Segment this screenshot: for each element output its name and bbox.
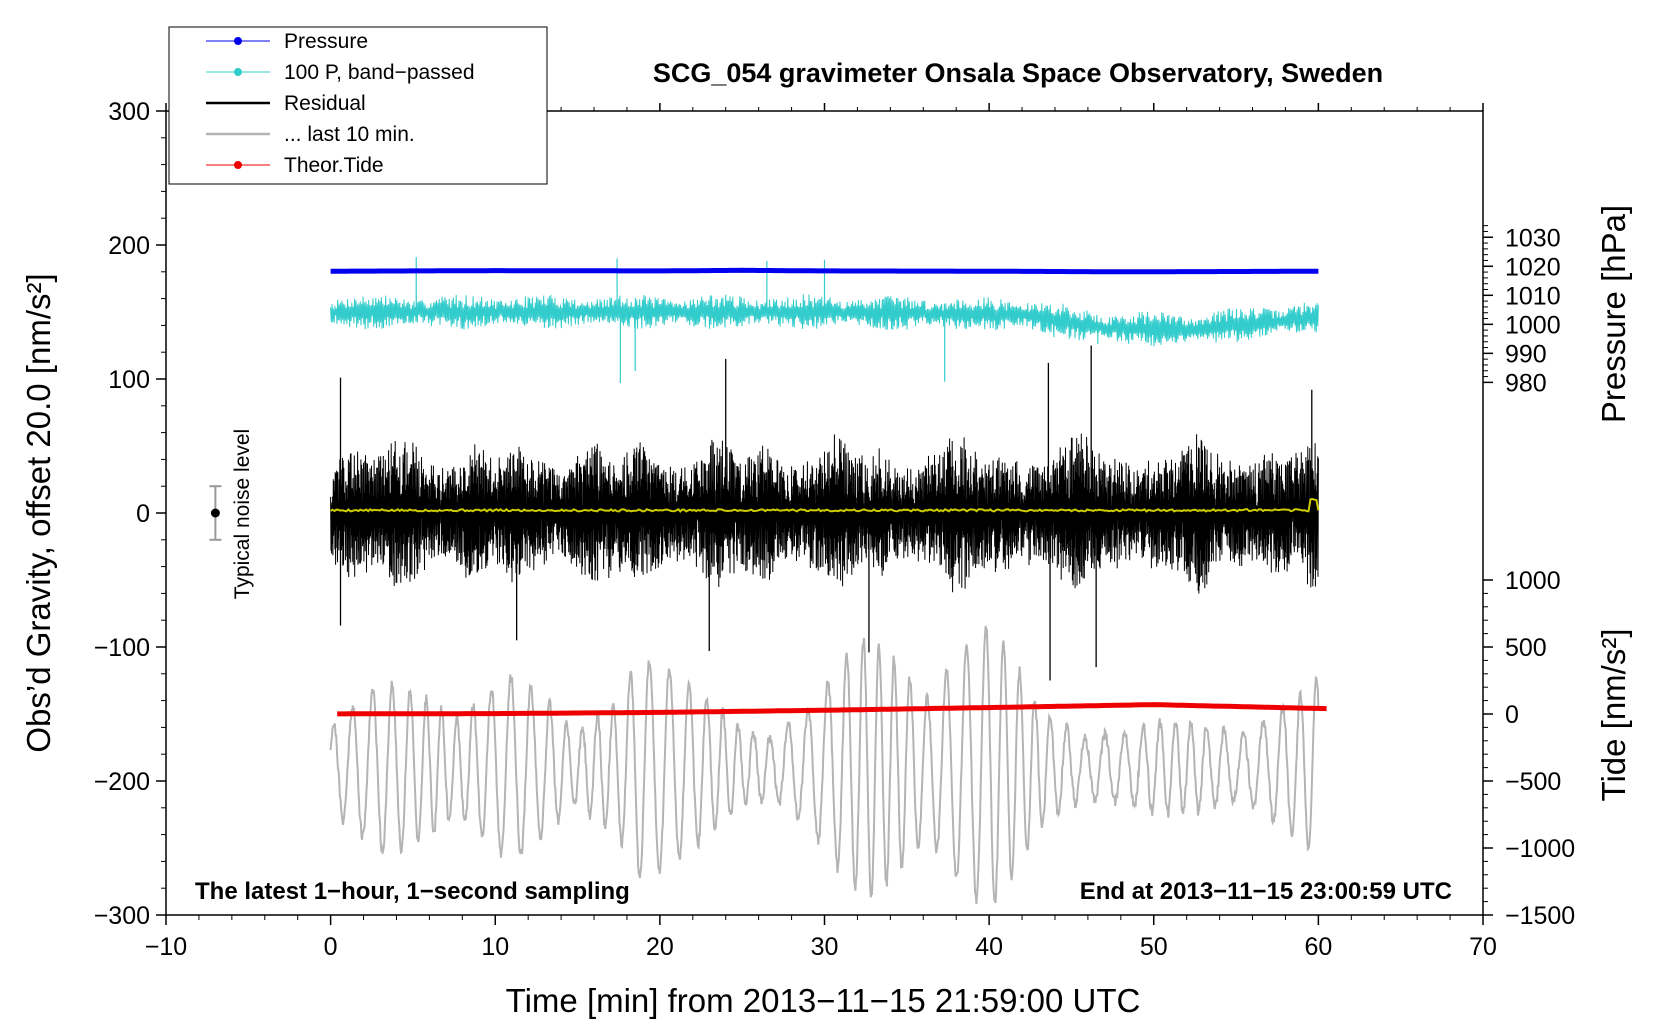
legend-label: Pressure [284, 30, 368, 53]
pressure-tick-label: 1000 [1505, 311, 1561, 339]
sampling-note: The latest 1−hour, 1−second sampling [195, 878, 630, 905]
legend-swatch-marker [234, 68, 242, 76]
legend-label: ... last 10 min. [284, 123, 415, 146]
series-last-10-min [329, 625, 1320, 904]
y-tick-label: 300 [108, 98, 150, 126]
legend-label: Residual [284, 92, 366, 115]
y-axis-title-pressure: Pressure [hPa] [1595, 205, 1632, 423]
tide-tick-label: −500 [1505, 768, 1561, 796]
x-axis-title: Time [min] from 2013−11−15 21:59:00 UTC [506, 982, 1141, 1019]
noise-bar-center-dot [210, 508, 220, 518]
y-axis-left: −300 −200 −100 0 100 200 300 [94, 98, 166, 930]
tide-tick-label: 1000 [1505, 567, 1561, 595]
x-tick-label: 40 [975, 933, 1003, 961]
tide-tick-label: −1000 [1505, 835, 1575, 863]
y-axis-tide: −1500 −1000 −500 0 500 1000 [1483, 567, 1575, 930]
y-tick-label: 100 [108, 366, 150, 394]
noise-level-bar [209, 485, 222, 541]
x-axis: −10 0 10 20 30 40 50 60 70 [145, 103, 1497, 961]
y-axis-title-tide: Tide [nm/s²] [1595, 629, 1632, 802]
tide-tick-label: −1500 [1505, 902, 1575, 930]
series-yellow-trace [330, 497, 1320, 513]
pressure-tick-label: 990 [1505, 340, 1547, 368]
noise-level-label: Typical noise level [231, 429, 254, 599]
y-tick-label: −300 [94, 902, 150, 930]
tide-tick-label: 0 [1505, 701, 1519, 729]
x-tick-label: 60 [1304, 933, 1332, 961]
legend-swatch-marker [234, 161, 242, 169]
x-tick-label: 0 [324, 933, 338, 961]
series-layer [329, 257, 1327, 904]
y-tick-label: −200 [94, 768, 150, 796]
x-tick-label: 50 [1140, 933, 1168, 961]
chart-title: SCG_054 gravimeter Onsala Space Observat… [653, 58, 1383, 88]
legend: Pressure 100 P, band−passed Residual ... la… [168, 26, 548, 185]
legend-label: 100 P, band−passed [284, 61, 475, 84]
x-tick-label: 70 [1469, 933, 1497, 961]
tide-tick-label: 500 [1505, 634, 1547, 662]
y-axis-title-left: Obs’d Gravity, offset 20.0 [nm/s²] [20, 273, 57, 752]
pressure-tick-label: 1030 [1505, 224, 1561, 252]
series-pressure [330, 267, 1319, 275]
y-tick-label: −100 [94, 634, 150, 662]
y-tick-label: 200 [108, 232, 150, 260]
pressure-tick-label: 1010 [1505, 282, 1561, 310]
series-residual [330, 433, 1319, 594]
pressure-tick-label: 1020 [1505, 253, 1561, 281]
legend-swatch-marker [234, 37, 242, 45]
x-tick-label: −10 [145, 933, 187, 961]
y-tick-label: 0 [136, 500, 150, 528]
legend-label: Theor.Tide [284, 154, 384, 177]
series-theor-tide [337, 702, 1327, 717]
x-tick-label: 30 [811, 933, 839, 961]
end-time-note: End at 2013−11−15 23:00:59 UTC [1080, 878, 1452, 905]
pressure-tick-label: 980 [1505, 369, 1547, 397]
legend-box [168, 26, 548, 185]
x-tick-label: 20 [646, 933, 674, 961]
x-tick-label: 10 [481, 933, 509, 961]
